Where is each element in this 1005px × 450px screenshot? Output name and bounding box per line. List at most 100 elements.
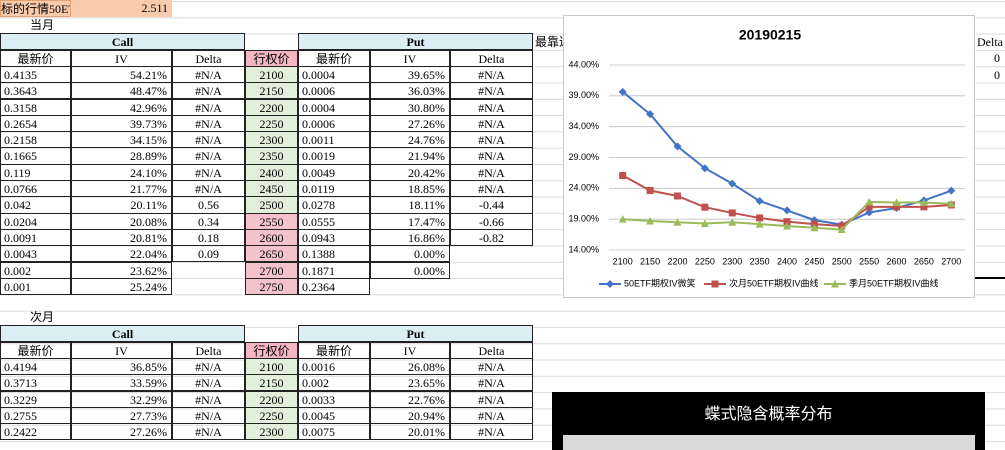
marker (646, 186, 654, 194)
table-cell: 36.85% (71, 357, 172, 376)
underlying-label: 标的行情50ETF (0, 0, 71, 17)
table-cell: 2350 (245, 147, 298, 165)
marker (646, 110, 655, 119)
table-cell: 23.62% (71, 261, 172, 279)
column-header: 最新价 (298, 49, 370, 67)
marker (728, 218, 737, 226)
table-cell: #N/A (450, 374, 533, 392)
table-cell: 2200 (245, 390, 298, 408)
table-cell: #N/A (172, 65, 245, 84)
table-cell: 20.08% (71, 212, 172, 230)
table-cell: #N/A (172, 147, 245, 165)
table-cell: 2150 (245, 82, 298, 100)
column-header: IV (71, 341, 172, 359)
series-line (622, 91, 952, 226)
table-cell: 27.26% (71, 423, 172, 441)
table-cell: 2250 (245, 406, 298, 425)
y-tick-label: 14.00% (568, 244, 599, 254)
table-cell: 23.65% (370, 374, 450, 392)
table-cell: 2250 (245, 114, 298, 133)
table-cell: 0.0004 (298, 98, 370, 116)
table-cell: 26.08% (370, 357, 450, 376)
table-cell: 2650 (245, 245, 298, 263)
table-cell: #N/A (450, 114, 533, 133)
put-header: Put (298, 325, 533, 342)
x-tick-label: 2150 (640, 256, 660, 266)
column-header: 最新价 (0, 341, 71, 359)
marker (920, 203, 928, 211)
table-cell: 2750 (245, 277, 298, 296)
table-cell: 0.0006 (298, 114, 370, 133)
marker (755, 197, 764, 206)
y-tick-label: 34.00% (568, 121, 599, 131)
marker (783, 218, 791, 226)
table-cell: #N/A (450, 65, 533, 84)
chart-title: 20190215 (739, 27, 802, 43)
table-cell: 39.65% (370, 65, 450, 84)
table-cell: 0.3158 (0, 98, 71, 116)
table-cell: 0.0033 (298, 390, 370, 408)
y-tick-label: 24.00% (568, 183, 599, 193)
y-tick-label: 39.00% (568, 90, 599, 100)
table-cell: -0.44 (450, 196, 533, 214)
marker (892, 198, 901, 207)
table-cell: #N/A (172, 98, 245, 116)
table-cell: 39.73% (71, 114, 172, 133)
column-header: 最新价 (298, 341, 370, 359)
table-cell: 42.96% (71, 98, 172, 116)
table-cell: 0.0004 (298, 65, 370, 84)
table-cell: 0.0075 (298, 423, 370, 441)
marker (711, 280, 719, 288)
empty-cell (450, 278, 533, 295)
table-cell: 0.34 (172, 212, 245, 230)
panel-title: 蝶式隐含概率分布 (704, 404, 833, 423)
marker (619, 172, 627, 180)
marker (865, 203, 873, 211)
x-tick-label: 2650 (914, 256, 934, 266)
table-cell: #N/A (450, 147, 533, 165)
table-cell: 2600 (245, 228, 298, 247)
table-cell: 20.81% (71, 228, 172, 247)
column-header: 行权价 (245, 49, 298, 67)
table-cell: 54.21% (71, 65, 172, 84)
column-header: Delta (450, 341, 533, 359)
table-cell: 0.2654 (0, 114, 71, 133)
call-header: Call (0, 33, 245, 50)
table-cell: 18.11% (370, 196, 450, 214)
table-cell: -0.66 (450, 212, 533, 230)
table-cell: 0.0119 (298, 180, 370, 198)
table-cell: 27.73% (71, 406, 172, 425)
table-cell: #N/A (172, 163, 245, 181)
panel: 蝶式隐含概率分布 (552, 392, 985, 450)
panel-plot (563, 435, 975, 450)
table-cell: #N/A (450, 180, 533, 198)
column-header: Delta (450, 49, 533, 67)
table-cell: 24.10% (71, 163, 172, 181)
table-cell: 2700 (245, 261, 298, 279)
column-header: IV (71, 49, 172, 67)
empty-cell (450, 245, 533, 262)
table-cell: #N/A (172, 406, 245, 425)
table-cell: #N/A (172, 357, 245, 376)
x-tick-label: 2550 (859, 256, 879, 266)
table-cell: 0.1665 (0, 147, 71, 165)
y-tick-label: 19.00% (568, 214, 599, 224)
table-cell: 0.2755 (0, 406, 71, 425)
table-cell: 0.0043 (0, 245, 71, 263)
marker (618, 87, 627, 96)
table-cell: 25.24% (71, 277, 172, 296)
table-cell: 17.47% (370, 212, 450, 230)
table-cell: 2100 (245, 357, 298, 376)
legend-label: 次月50ETF期权IV曲线 (729, 277, 819, 288)
empty-cell (370, 278, 450, 295)
table-cell: 0.002 (0, 261, 71, 279)
table-cell: 36.03% (370, 82, 450, 100)
column-header: 最新价 (0, 49, 71, 67)
table-cell: 0.0016 (298, 357, 370, 376)
x-tick-label: 2400 (777, 256, 797, 266)
table-cell: #N/A (450, 406, 533, 425)
table-cell: 0.0204 (0, 212, 71, 230)
table-cell: 0.0045 (298, 406, 370, 425)
marker (700, 164, 709, 173)
call-header: Call (0, 325, 245, 342)
